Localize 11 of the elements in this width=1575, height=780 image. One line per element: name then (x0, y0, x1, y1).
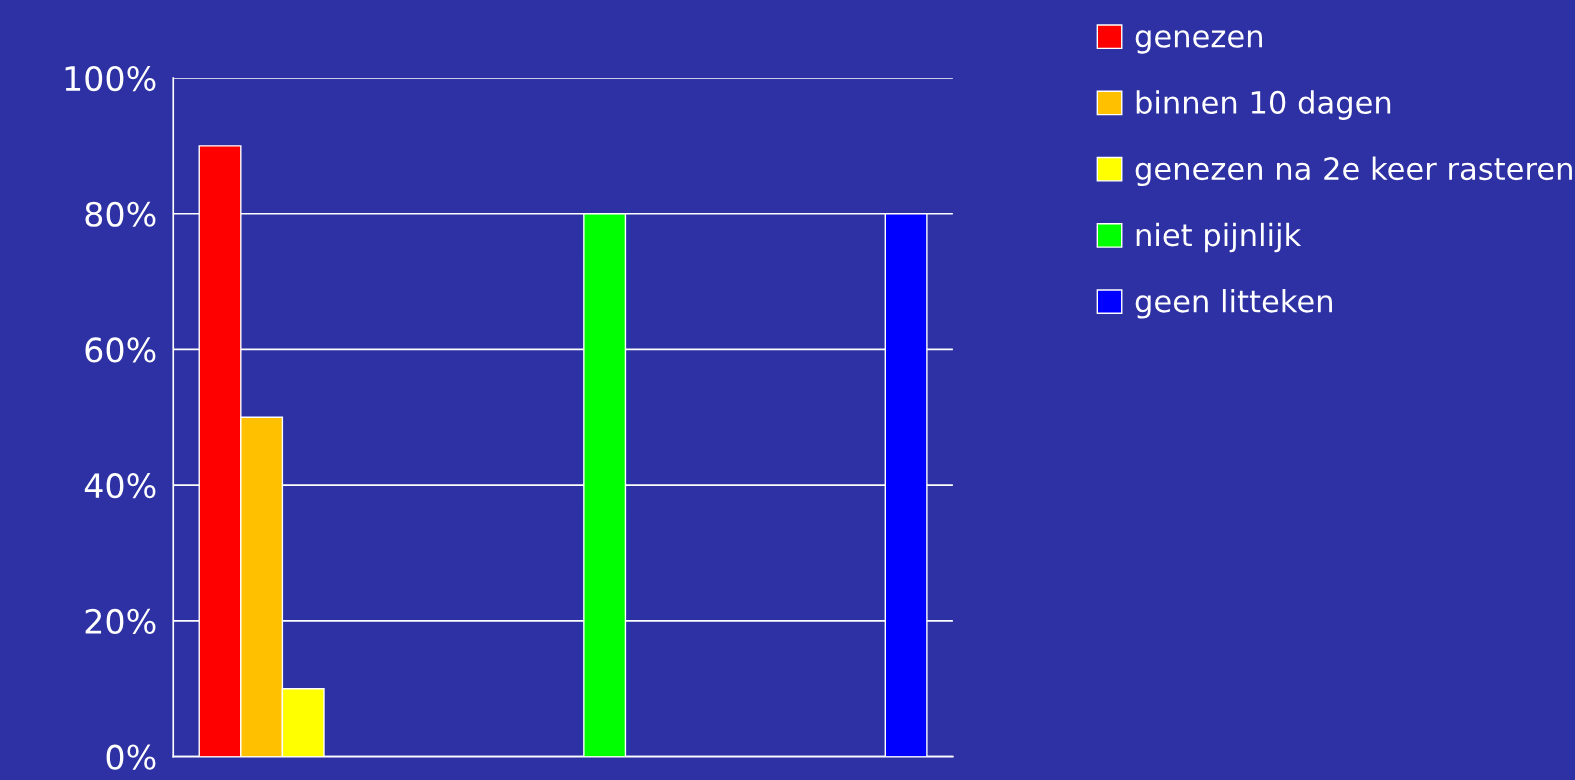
y-tick-label: 40% (84, 473, 156, 499)
legend-label: genezen (1135, 30, 1262, 54)
legend-label: binnen 10 dagen (1136, 90, 1391, 120)
y-tick-label: 20% (85, 608, 156, 635)
y-tick-label: 100% (65, 65, 156, 92)
y-tick-label: 0% (106, 744, 156, 770)
legend-label: niet pijnlijk (1136, 222, 1302, 253)
legend-label: genezen na 2e keer rasteren (1135, 156, 1572, 187)
y-tick-label: 60% (85, 337, 156, 363)
legend-label: geen litteken (1135, 289, 1332, 319)
y-tick-label: 80% (85, 201, 156, 227)
